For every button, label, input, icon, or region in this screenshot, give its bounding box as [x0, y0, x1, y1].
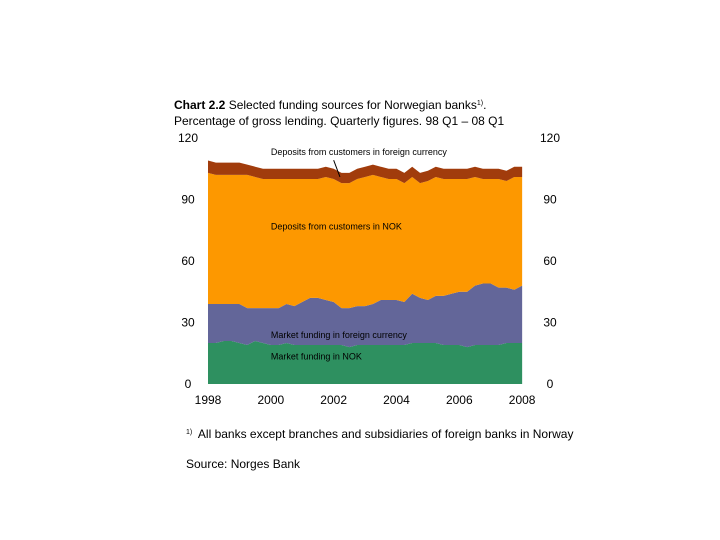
x-tick-label: 2006	[446, 393, 473, 407]
y-tick-left: 0	[185, 377, 192, 391]
footnote-text: All banks except branches and subsidiari…	[197, 427, 574, 441]
x-tick-label: 2000	[257, 393, 284, 407]
source-note: Source: Norges Bank	[186, 457, 301, 471]
series-label: Deposits from customers in NOK	[271, 222, 402, 232]
footnote-marker: 1)	[186, 429, 193, 436]
y-tick-left: 120	[178, 131, 198, 145]
y-tick-left: 60	[181, 254, 195, 268]
chart-subtitle: Percentage of gross lending. Quarterly f…	[174, 114, 505, 128]
y-tick-right: 30	[543, 316, 557, 330]
y-tick-left: 30	[181, 316, 195, 330]
series-area-2	[208, 283, 523, 348]
footnote: 1) All banks except branches and subsidi…	[186, 427, 573, 441]
annotation-arrow	[333, 159, 341, 178]
y-tick-left: 90	[181, 193, 195, 207]
y-tick-right: 90	[543, 193, 557, 207]
chart-number: Chart 2.2	[174, 98, 226, 112]
chart-title: Chart 2.2 Selected funding sources for N…	[174, 96, 504, 129]
y-tick-right: 120	[540, 131, 560, 145]
series-area-3	[208, 172, 523, 309]
series-area-1	[208, 340, 523, 384]
x-tick-label: 2008	[509, 393, 536, 407]
x-tick-label: 2004	[383, 393, 410, 407]
series-area-4	[208, 160, 523, 184]
x-tick-label: 2002	[320, 393, 347, 407]
series-label: Deposits from customers in foreign curre…	[271, 147, 448, 157]
y-tick-right: 0	[547, 377, 554, 391]
series-label: Market funding in foreign currency	[271, 330, 408, 340]
title-suffix: .	[483, 98, 487, 112]
title-footnote-marker: 1)	[476, 100, 484, 107]
x-tick-label: 1998	[195, 393, 222, 407]
chart-title-text: Selected funding sources for Norwegian b…	[228, 98, 477, 112]
y-tick-right: 60	[543, 254, 557, 268]
series-label: Market funding in NOK	[271, 351, 362, 361]
